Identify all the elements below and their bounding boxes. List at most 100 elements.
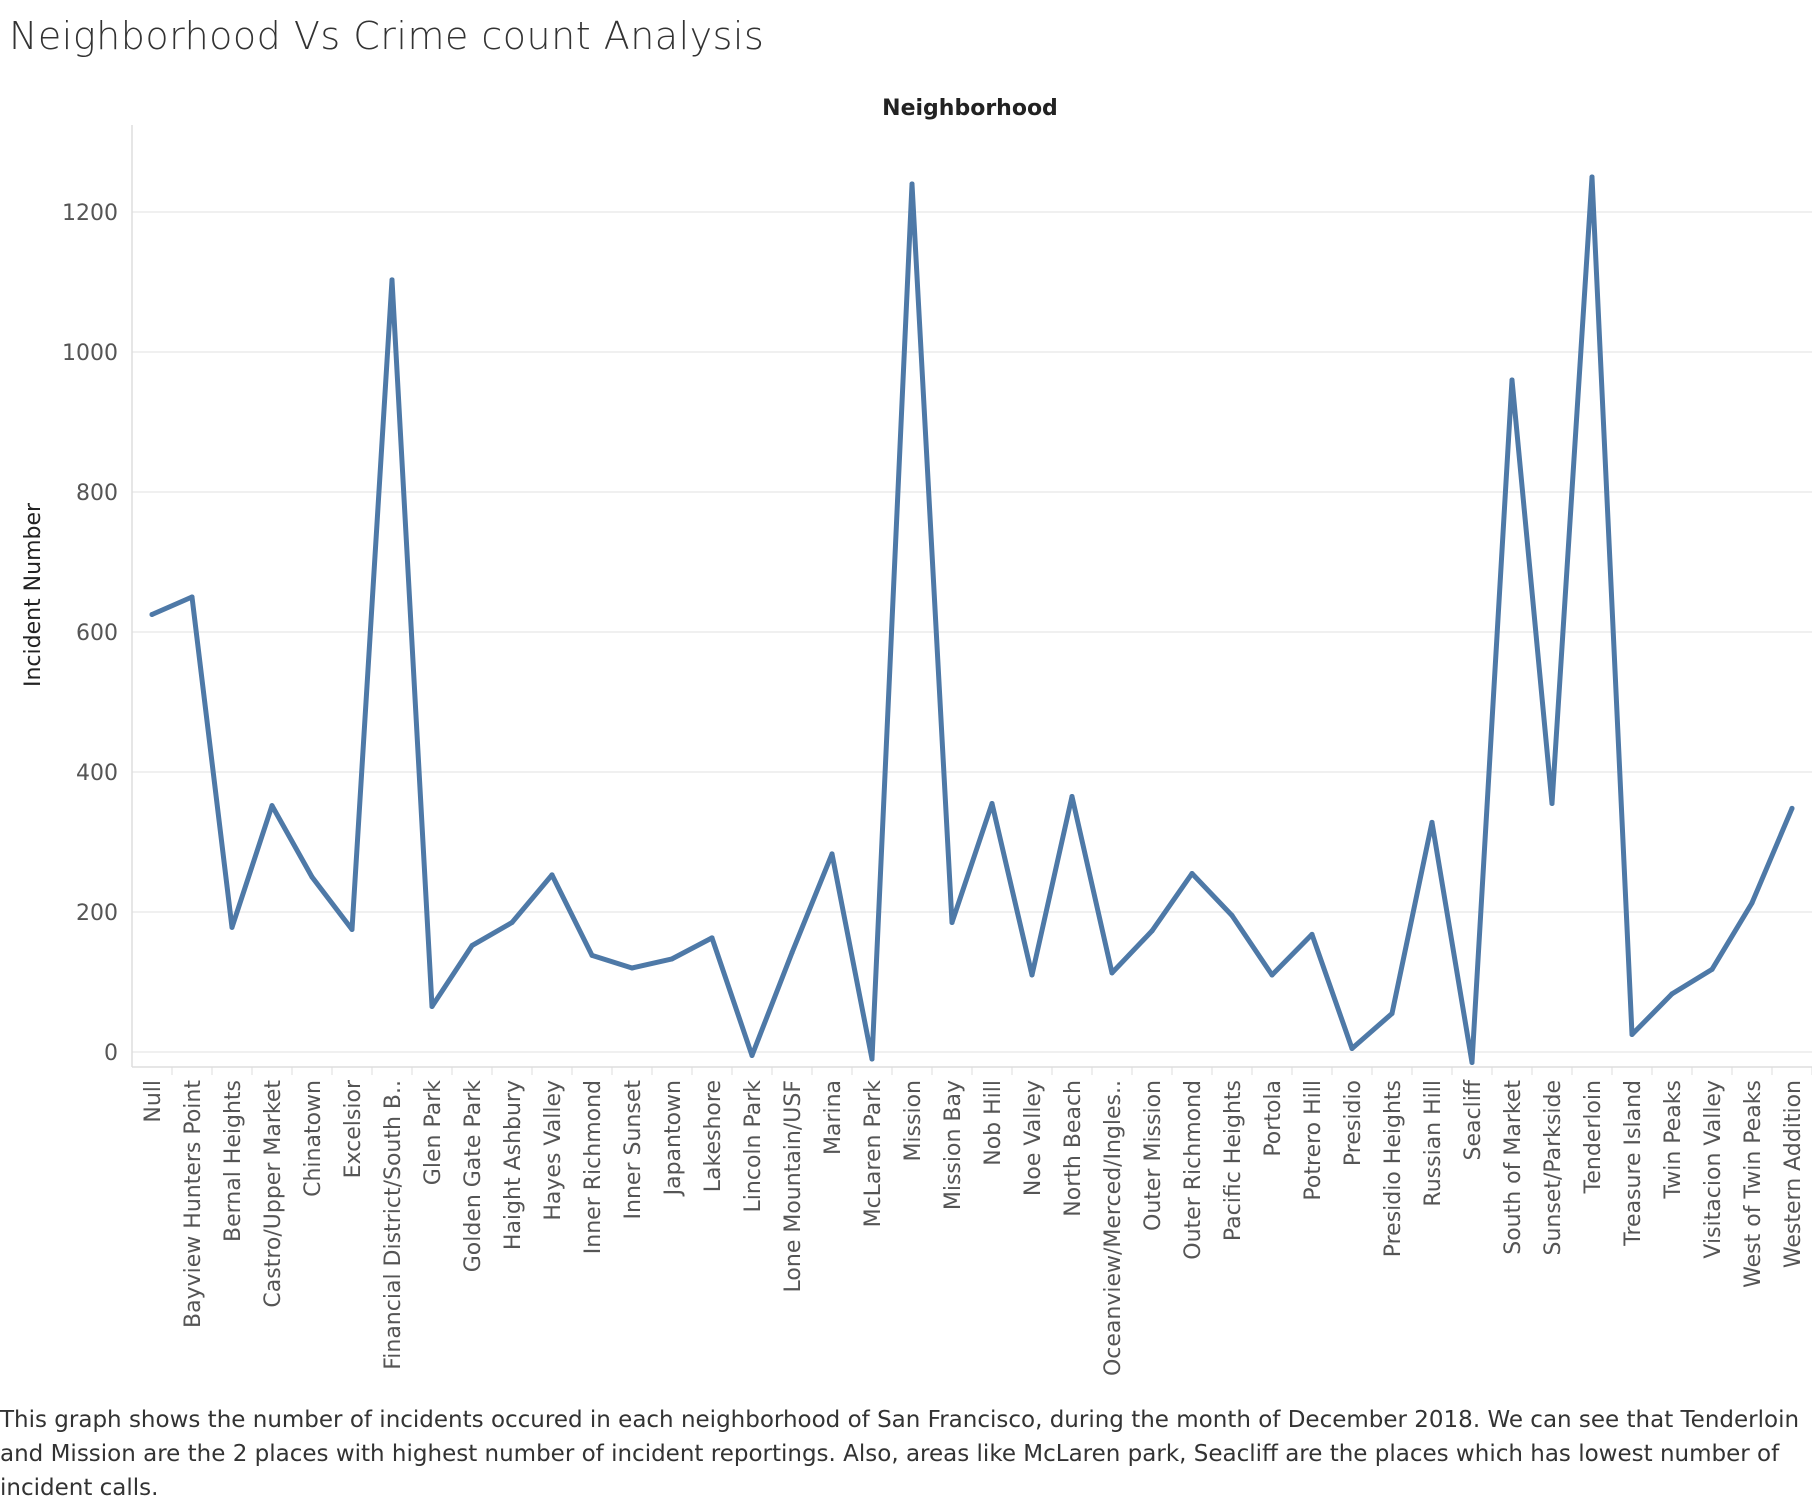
data-point: [1549, 801, 1555, 806]
gridlines: [132, 211, 1812, 1053]
x-tick-label: Nob Hill: [981, 1080, 1006, 1166]
data-point: [1469, 1060, 1475, 1065]
data-point: [1189, 871, 1195, 876]
data-point: [1629, 1032, 1635, 1037]
series-layer: [149, 174, 1795, 1065]
y-tick-label: 1000: [62, 341, 118, 366]
x-tick-label: West of Twin Peaks: [1741, 1080, 1766, 1288]
y-tick-label: 200: [76, 901, 118, 926]
axes: [131, 125, 1812, 1075]
data-point: [1389, 1011, 1395, 1016]
x-tick-label: Chinatown: [301, 1080, 326, 1197]
x-tick-label: Twin Peaks: [1661, 1080, 1686, 1200]
x-tick-labels: Null Bayview Hunters Point Bernal Heights C…: [141, 1079, 1806, 1376]
data-point: [149, 612, 155, 617]
data-point: [1669, 991, 1675, 997]
x-tick-label: Mission: [901, 1080, 926, 1162]
x-tick-label: Potrero Hill: [1301, 1080, 1326, 1201]
data-point: [629, 965, 635, 971]
x-tick-label: Mission Bay: [941, 1080, 966, 1210]
data-point: [709, 935, 715, 941]
data-point: [1069, 794, 1075, 799]
data-point: [1149, 928, 1155, 934]
y-tick-label: 0: [104, 1041, 118, 1066]
x-tick-label: Castro/Upper Market: [261, 1080, 286, 1308]
x-tick-label: Outer Richmond: [1181, 1080, 1206, 1260]
data-point: [549, 872, 555, 878]
data-point: [949, 920, 955, 925]
data-point: [989, 801, 995, 806]
data-point: [189, 594, 195, 600]
x-tick-label: Outer Mission: [1141, 1080, 1166, 1231]
x-tick-label: Seacliff: [1461, 1079, 1486, 1160]
x-tick-label: Presidio Heights: [1381, 1080, 1406, 1257]
x-tick-label: Sunset/Parkside: [1541, 1080, 1566, 1256]
x-tick-label: Excelsior: [341, 1079, 366, 1178]
x-tick-label: South of Market: [1501, 1080, 1526, 1255]
data-point: [429, 1004, 435, 1009]
data-point: [1749, 900, 1755, 906]
data-point: [1269, 972, 1275, 978]
data-point: [1509, 377, 1515, 383]
x-tick-label: Oceanview/Merced/Ingles..: [1101, 1080, 1126, 1376]
line-chart: 0 200 400 600 800 1000 1200 Null Bayview Hunter…: [21, 96, 1812, 1376]
x-tick-label: Inner Richmond: [581, 1080, 606, 1254]
data-point: [1309, 931, 1315, 937]
data-point: [669, 956, 675, 962]
chart-caption: This graph shows the number of incidents…: [0, 1407, 1800, 1501]
x-tick-label: Western Addition: [1781, 1080, 1806, 1268]
data-point: [589, 952, 595, 958]
x-tick-label: Lakeshore: [701, 1080, 726, 1192]
data-point: [389, 277, 395, 283]
data-point: [1229, 913, 1235, 918]
y-tick-label: 1200: [62, 201, 118, 226]
y-axis-title: Incident Number: [21, 502, 46, 687]
page-title: Neighborhood Vs Crime count Analysis: [9, 14, 765, 58]
data-point: [509, 920, 515, 925]
x-tick-label: Haight Ashbury: [501, 1080, 526, 1250]
x-tick-label: Lincoln Park: [741, 1080, 766, 1213]
x-tick-label: Japantown: [661, 1080, 686, 1197]
x-tick-label: Visitacion Valley: [1701, 1080, 1726, 1259]
x-tick-label: Treasure Island: [1621, 1080, 1646, 1247]
x-tick-label: Financial District/South B..: [381, 1080, 406, 1370]
x-tick-label: Noe Valley: [1021, 1080, 1046, 1196]
data-point: [1429, 819, 1435, 825]
x-tick-label: Hayes Valley: [541, 1080, 566, 1221]
data-point: [1709, 966, 1715, 972]
data-point: [869, 1056, 875, 1062]
data-point: [1109, 970, 1115, 976]
x-tick-label: Tenderloin: [1581, 1080, 1606, 1194]
x-tick-label: Glen Park: [421, 1080, 446, 1185]
x-tick-label: Inner Sunset: [621, 1080, 646, 1220]
data-point: [909, 181, 915, 187]
x-tick-label: Marina: [821, 1080, 846, 1155]
x-tick-label: Bernal Heights: [221, 1080, 246, 1242]
y-tick-labels: 0 200 400 600 800 1000 1200: [62, 201, 118, 1066]
data-point: [349, 927, 355, 932]
x-tick-label: Bayview Hunters Point: [181, 1080, 206, 1328]
data-point: [469, 943, 475, 949]
data-point: [829, 851, 835, 857]
x-tick-label: McLaren Park: [861, 1080, 886, 1228]
x-tick-label: Presidio: [1341, 1080, 1366, 1166]
x-tick-label: Portola: [1261, 1080, 1286, 1157]
data-point: [1349, 1046, 1355, 1051]
data-point: [1029, 972, 1035, 978]
column-header: Neighborhood: [882, 96, 1058, 121]
series-line: [149, 174, 1795, 1065]
y-tick-label: 400: [76, 761, 118, 786]
data-point: [269, 803, 275, 809]
y-tick-label: 800: [76, 481, 118, 506]
data-point: [789, 950, 795, 956]
data-point: [229, 924, 235, 930]
x-tick-label: Russian Hill: [1421, 1080, 1446, 1207]
y-tick-label: 600: [76, 621, 118, 646]
data-point: [1589, 174, 1595, 180]
x-tick-label: North Beach: [1061, 1080, 1086, 1217]
x-tick-label: Golden Gate Park: [461, 1080, 486, 1273]
data-point: [309, 874, 315, 880]
x-tick-label: Lone Mountain/USF: [781, 1080, 806, 1292]
data-point: [749, 1053, 755, 1058]
data-point: [1789, 805, 1795, 811]
